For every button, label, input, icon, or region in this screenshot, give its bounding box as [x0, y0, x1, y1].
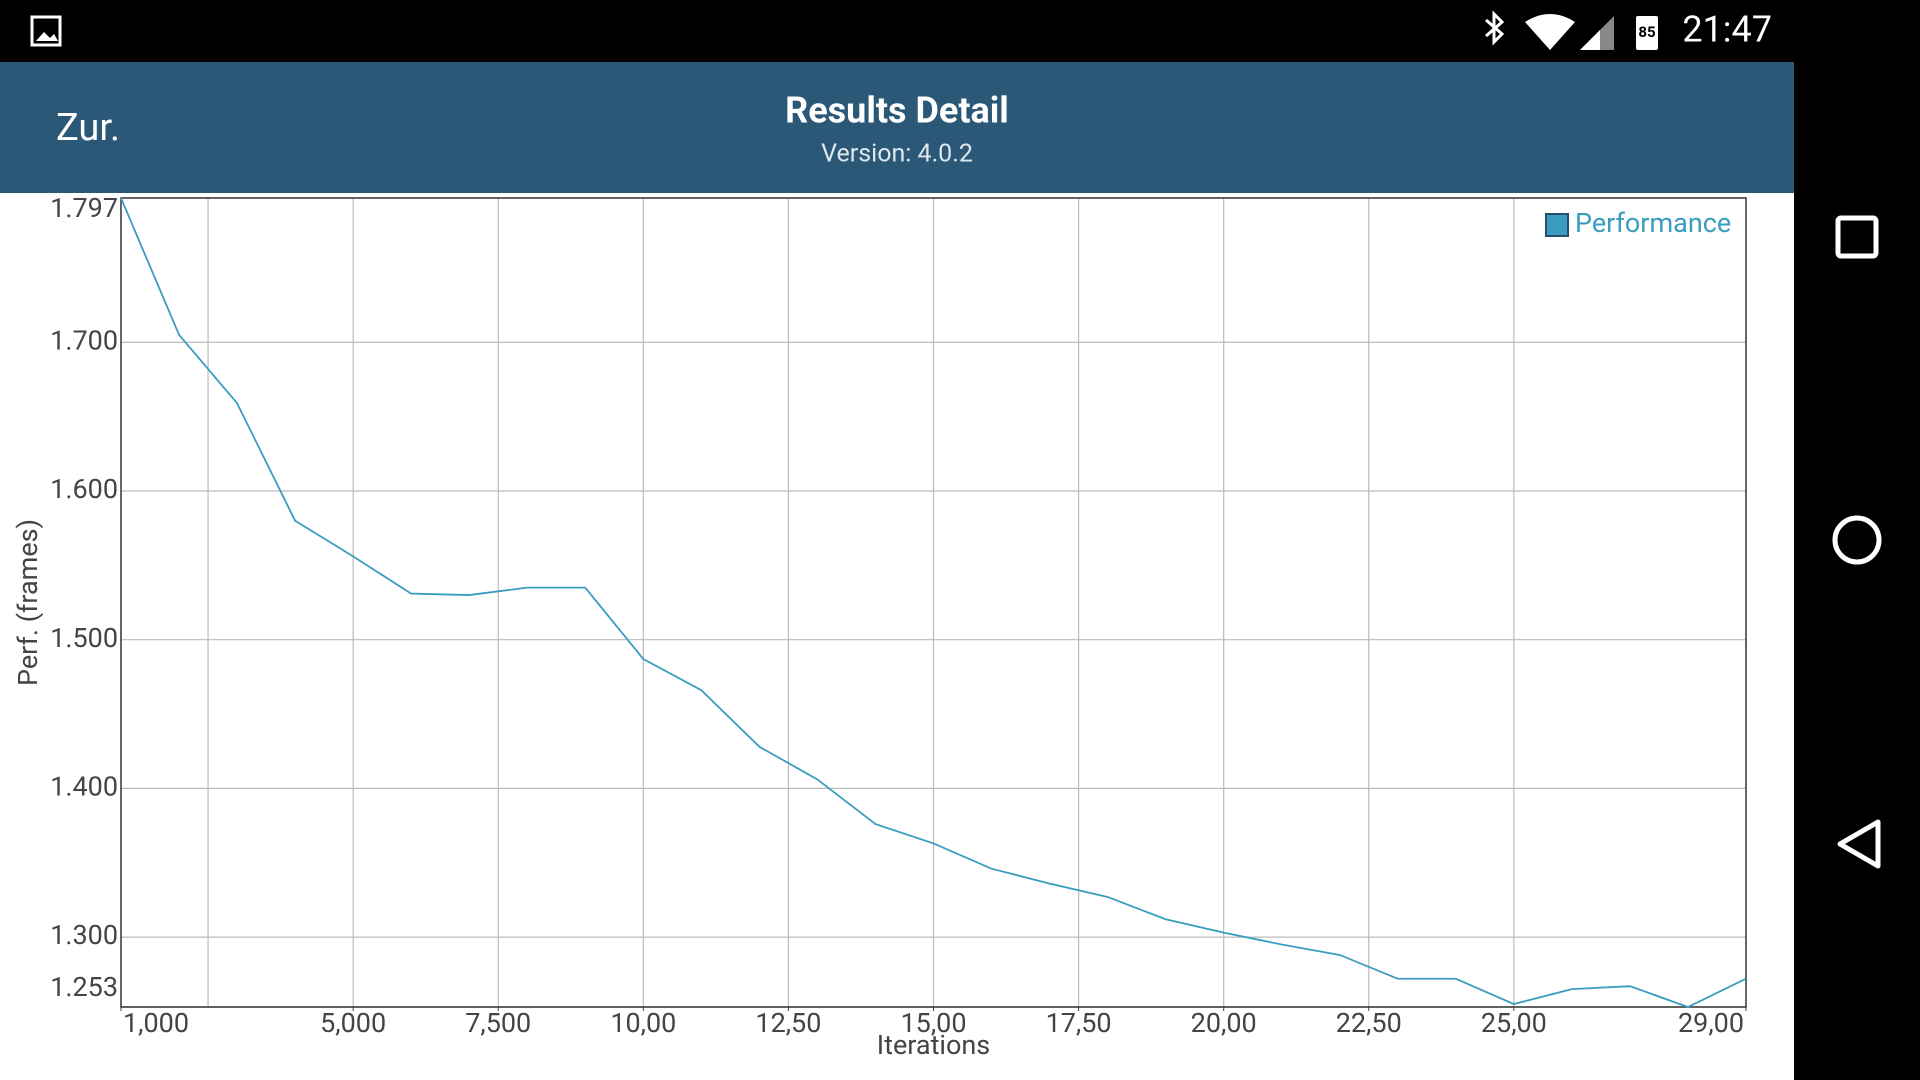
x-tick-label: 15,00 — [900, 1007, 966, 1039]
y-tick-label: 1.253 — [50, 971, 118, 1003]
plot-frame — [120, 197, 1747, 1008]
legend-label: Performance — [1575, 207, 1731, 239]
y-tick-label: 1.300 — [50, 919, 118, 951]
x-tick-label: 7,500 — [465, 1007, 531, 1039]
y-axis-label: Perf. (frames) — [12, 519, 44, 686]
header-title: Results Detail — [785, 90, 1009, 132]
nav-bar — [1794, 0, 1920, 1080]
y-tick-label: 1.700 — [50, 324, 118, 356]
x-tick-label: 12,50 — [755, 1007, 821, 1039]
image-icon — [30, 15, 62, 47]
x-tick-label: 20,00 — [1191, 1007, 1257, 1039]
status-bar — [0, 0, 1920, 62]
x-tick-label: 5,000 — [320, 1007, 386, 1039]
recents-button[interactable] — [1835, 215, 1879, 259]
header — [0, 62, 1794, 193]
plot: 1.253 1.300 1.400 1.500 1.600 1.700 1.797 1,000… — [12, 192, 1747, 1061]
battery-icon — [1636, 16, 1658, 50]
data-line — [120, 197, 1747, 1008]
y-tick-label: 1.500 — [50, 622, 118, 654]
header-subtitle: Version: 4.0.2 — [821, 140, 973, 169]
x-tick-label: 22,50 — [1336, 1007, 1402, 1039]
x-tick-label: 29,00 — [1678, 1007, 1744, 1039]
battery-level: 85 — [1638, 23, 1655, 41]
x-tick-label: 25,00 — [1481, 1007, 1547, 1039]
x-axis-label: Iterations — [877, 1029, 990, 1061]
home-button[interactable] — [1832, 515, 1882, 565]
back-nav-button[interactable] — [1837, 819, 1881, 869]
bluetooth-icon — [1485, 10, 1505, 46]
x-tick-label: 10,00 — [610, 1007, 676, 1039]
x-tick-label: 17,50 — [1046, 1007, 1112, 1039]
signal-icon-level — [1580, 30, 1600, 50]
wifi-icon — [1525, 14, 1575, 50]
clock: 21:47 — [1682, 9, 1772, 51]
y-tick-label: 1.400 — [50, 771, 118, 803]
image-icon-glyph — [36, 32, 58, 41]
y-tick-label: 1.797 — [50, 192, 118, 224]
legend-swatch — [1545, 213, 1569, 237]
back-button[interactable]: Zur. — [56, 106, 120, 150]
y-tick-label: 1.600 — [50, 473, 118, 505]
x-tick-label: 1,000 — [123, 1007, 189, 1039]
